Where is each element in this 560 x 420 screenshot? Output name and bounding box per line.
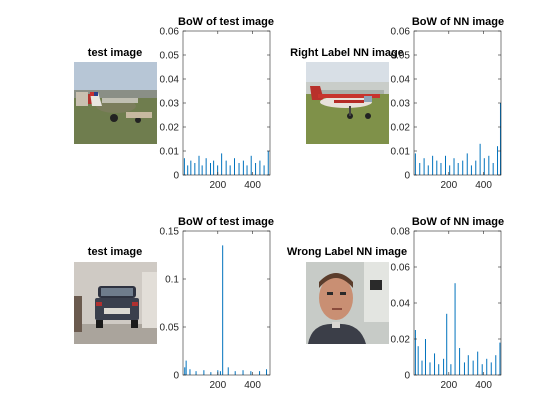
y-tick-label: 0.05 xyxy=(391,51,411,62)
y-tick-label: 0 xyxy=(404,171,410,182)
x-tick-label: 200 xyxy=(209,180,226,191)
histogram-bow-nn-image-1: BoW of NN image 0 0.01 0.02 0.03 0.04 0.05 0.0… xyxy=(391,16,505,191)
x-tick-label: 400 xyxy=(475,180,492,191)
plot-area xyxy=(414,231,501,375)
panel-title-test-image-2: test image xyxy=(88,246,142,258)
y-tick-label: 0.04 xyxy=(160,75,180,86)
y-tick-label: 0.01 xyxy=(391,147,411,158)
nn-image-face-photo xyxy=(306,262,389,344)
x-tick-label: 200 xyxy=(440,380,457,391)
chart-title: BoW of NN image xyxy=(412,216,504,228)
panel-title-right-label-nn-image: Right Label NN image xyxy=(290,47,404,59)
y-tick-label: 0.06 xyxy=(391,263,411,274)
y-tick-label: 0.06 xyxy=(160,27,180,38)
chart-title: BoW of test image xyxy=(178,216,274,228)
y-tick-label: 0.06 xyxy=(391,27,411,38)
x-tick-label: 200 xyxy=(440,180,457,191)
x-tick-label: 200 xyxy=(209,380,226,391)
histogram-bow-test-image-1: BoW of test image 0 0.01 0.02 0.03 0.04 0.05 0… xyxy=(160,16,274,191)
y-tick-label: 0.15 xyxy=(160,227,180,238)
y-tick-label: 0 xyxy=(173,371,179,382)
panel-title-wrong-label-nn-image: Wrong Label NN image xyxy=(287,246,407,258)
panel-title-test-image-1: test image xyxy=(88,47,142,59)
x-tick-label: 400 xyxy=(244,380,261,391)
y-tick-label: 0.04 xyxy=(391,75,411,86)
histogram-bow-test-image-2: BoW of test image 0 0.05 0.1 0.15 200 400 xyxy=(160,216,274,391)
y-tick-label: 0 xyxy=(173,171,179,182)
nn-image-airplane-photo xyxy=(306,62,389,144)
chart-title: BoW of NN image xyxy=(412,16,504,28)
y-tick-label: 0.05 xyxy=(160,51,180,62)
y-tick-label: 0.05 xyxy=(160,323,180,334)
test-image-airplane-photo xyxy=(74,62,157,144)
plot-area xyxy=(183,231,270,375)
test-image-car-photo xyxy=(74,262,157,344)
y-tick-label: 0.04 xyxy=(391,299,411,310)
y-tick-label: 0.1 xyxy=(165,275,179,286)
y-tick-label: 0.03 xyxy=(391,99,411,110)
y-tick-label: 0.01 xyxy=(160,147,180,158)
y-tick-label: 0.08 xyxy=(391,227,411,238)
y-tick-label: 0.03 xyxy=(160,99,180,110)
axes-box xyxy=(182,230,271,376)
chart-title: BoW of test image xyxy=(178,16,274,28)
y-tick-label: 0.02 xyxy=(391,335,411,346)
plot-area xyxy=(183,31,270,175)
x-tick-label: 400 xyxy=(475,380,492,391)
y-tick-label: 0 xyxy=(404,371,410,382)
plot-area xyxy=(414,31,501,175)
y-tick-label: 0.02 xyxy=(391,123,411,134)
x-tick-label: 400 xyxy=(244,180,261,191)
histogram-bow-nn-image-2: BoW of NN image 0 0.02 0.04 0.06 0.08 200 400 xyxy=(391,216,505,391)
y-tick-label: 0.02 xyxy=(160,123,180,134)
